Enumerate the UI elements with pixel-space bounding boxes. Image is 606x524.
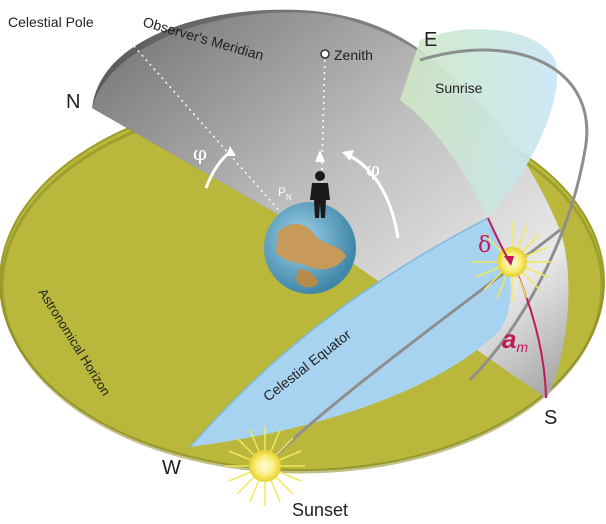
celestial-pole-label: Celestial Pole xyxy=(8,14,94,30)
sunrise-orbit-ring xyxy=(419,48,589,382)
earth-continent xyxy=(276,223,346,270)
pn-main: P xyxy=(278,185,286,199)
am-main: a xyxy=(502,324,516,354)
earth-continent-2 xyxy=(296,269,318,288)
zenith-line xyxy=(319,53,326,241)
phi-right-label: φ xyxy=(366,157,380,181)
sunrise-label: Sunrise xyxy=(435,80,483,96)
pole-axis-line xyxy=(117,27,306,241)
sunrise-region xyxy=(400,29,558,219)
celestial-equator-edge xyxy=(189,217,489,448)
phi-arc-left-arrowhead xyxy=(226,146,236,156)
delta-arrowhead xyxy=(504,256,514,266)
phi-arc-right-arrowhead xyxy=(342,150,354,161)
zenith-point xyxy=(320,49,330,59)
delta-label: δ xyxy=(478,233,491,258)
north-label: N xyxy=(66,91,80,113)
east-label: E xyxy=(424,29,437,51)
celestial-equator-plane xyxy=(190,218,511,447)
sun-icon-sunset xyxy=(225,426,305,506)
sunset-label: Sunset xyxy=(292,500,348,520)
zenith-label: Zenith xyxy=(334,47,373,63)
pn-label: PN xyxy=(278,185,292,202)
phi-left-label: φ xyxy=(193,141,207,165)
am-sub: m xyxy=(516,339,528,355)
phi-arc-right xyxy=(349,154,400,239)
zenith-arrowhead xyxy=(315,150,325,162)
west-label: W xyxy=(162,457,181,479)
pn-sub: N xyxy=(286,193,292,202)
am-label: am xyxy=(502,324,528,355)
observer-icon xyxy=(310,171,330,218)
south-label: S xyxy=(544,407,557,429)
